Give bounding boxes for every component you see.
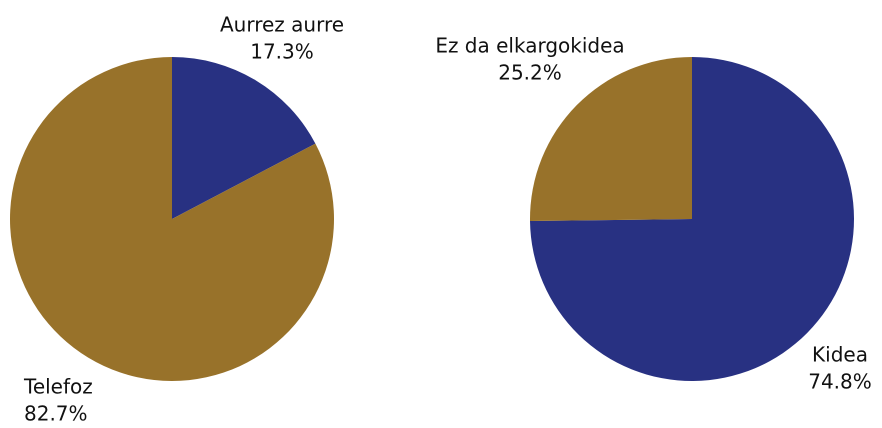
slice-label: Ez da elkargokidea [435,34,624,58]
pie-slice [172,57,316,219]
slice-label: Kidea [812,343,868,367]
slice-label: Aurrez aurre [220,13,344,37]
pie-slice [9,57,334,382]
pie-slice [530,57,692,222]
slice-value-label: 74.8% [808,370,872,394]
slice-value-label: 17.3% [250,40,314,64]
slice-label: Telefoz [23,375,93,399]
slice-value-label: 25.2% [498,61,562,85]
slice-value-label: 82.7% [24,402,88,426]
pie-slice [530,57,854,381]
